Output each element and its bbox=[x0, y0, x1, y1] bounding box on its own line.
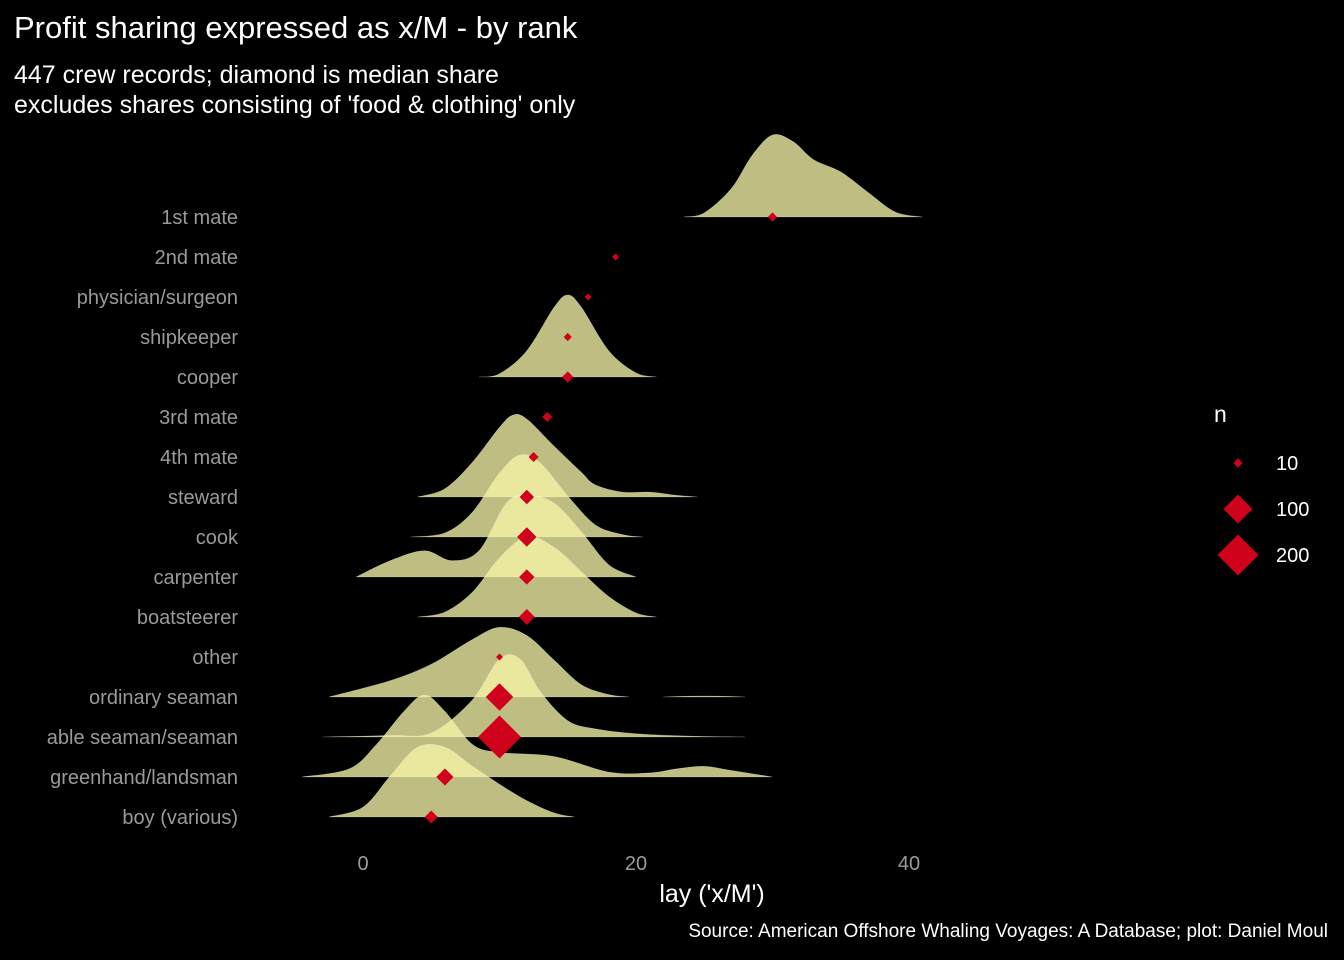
x-axis-label: lay ('x/M') bbox=[659, 880, 764, 908]
y-tick-label: ordinary seaman bbox=[89, 687, 238, 709]
y-tick-label: steward bbox=[168, 487, 238, 509]
median-diamond bbox=[485, 683, 514, 711]
median-diamond bbox=[518, 609, 535, 625]
y-tick-label: boatsteerer bbox=[137, 607, 239, 629]
y-tick-label: cook bbox=[196, 527, 239, 549]
subtitle-line-2: excludes shares consisting of 'food & cl… bbox=[14, 91, 576, 119]
density-ridge bbox=[663, 695, 746, 698]
legend-diamond bbox=[1223, 494, 1253, 524]
legend-label: 10 bbox=[1276, 453, 1298, 475]
density-ridge bbox=[356, 494, 637, 578]
median-diamond bbox=[612, 253, 620, 261]
density-ridge bbox=[417, 536, 657, 618]
x-tick-label: 0 bbox=[357, 853, 368, 875]
y-tick-label: shipkeeper bbox=[140, 327, 238, 349]
median-diamond bbox=[519, 569, 535, 585]
legend-diamond bbox=[1217, 534, 1259, 576]
median-diamond bbox=[528, 451, 539, 463]
legend-title: n bbox=[1214, 401, 1227, 427]
y-tick-label: greenhand/landsman bbox=[50, 767, 238, 789]
legend-label: 200 bbox=[1276, 545, 1309, 567]
median-diamond bbox=[517, 527, 537, 547]
y-tick-label: able seaman/seaman bbox=[47, 727, 238, 749]
y-tick-label: other bbox=[192, 647, 238, 669]
density-ridge bbox=[328, 626, 630, 698]
y-tick-label: physician/surgeon bbox=[77, 287, 238, 309]
median-diamond bbox=[496, 653, 503, 661]
median-diamond bbox=[436, 768, 454, 786]
median-diamond bbox=[477, 715, 522, 759]
chart-caption: Source: American Offshore Whaling Voyage… bbox=[688, 921, 1328, 942]
density-ridge bbox=[328, 744, 575, 818]
median-diamond bbox=[542, 411, 553, 423]
y-tick-label: 4th mate bbox=[160, 447, 238, 469]
x-tick-label: 20 bbox=[625, 853, 647, 875]
median-diamond bbox=[584, 293, 592, 301]
y-tick-label: carpenter bbox=[154, 567, 239, 589]
chart-subtitle: 447 crew records; diamond is median shar… bbox=[14, 60, 575, 120]
legend-label: 100 bbox=[1276, 499, 1309, 521]
density-ridge bbox=[417, 414, 698, 498]
y-tick-label: 2nd mate bbox=[155, 247, 238, 269]
median-diamond bbox=[563, 332, 572, 342]
y-tick-label: boy (various) bbox=[122, 807, 238, 829]
median-diamond bbox=[424, 810, 438, 824]
y-tick-label: cooper bbox=[177, 367, 238, 389]
y-tick-label: 3rd mate bbox=[159, 407, 238, 429]
subtitle-line-1: 447 crew records; diamond is median shar… bbox=[14, 61, 499, 89]
x-tick-label: 40 bbox=[898, 853, 920, 875]
y-tick-label: 1st mate bbox=[161, 207, 238, 229]
median-diamond bbox=[767, 212, 778, 222]
legend-diamond bbox=[1233, 458, 1243, 468]
chart-title: Profit sharing expressed as x/M - by ran… bbox=[14, 10, 578, 45]
median-diamond bbox=[519, 489, 535, 505]
density-ridge bbox=[683, 134, 923, 218]
median-diamond bbox=[562, 371, 574, 383]
